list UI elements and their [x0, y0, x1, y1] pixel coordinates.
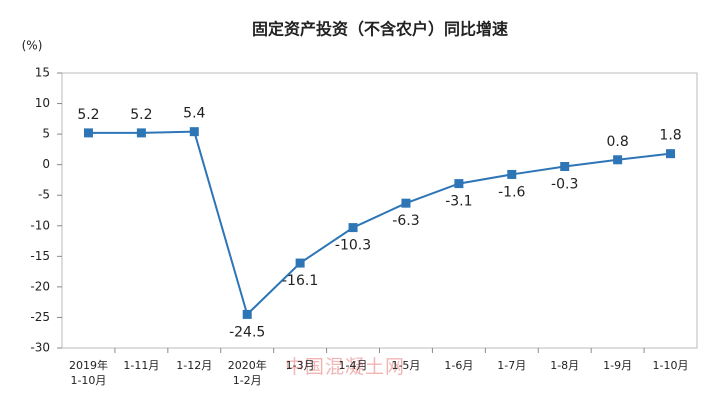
value-label: 5.2	[77, 107, 99, 123]
marker	[295, 258, 305, 268]
marker	[242, 309, 252, 319]
x-tick-label: 1-4月	[338, 359, 368, 372]
x-tick-label: 1-8月	[550, 359, 580, 372]
x-tick-label: 1-3月	[285, 359, 315, 372]
x-tick-label: 1-7月	[497, 359, 527, 372]
y-tick-label: 15	[35, 66, 50, 80]
marker	[83, 128, 93, 138]
y-tick-label: 10	[35, 96, 50, 110]
chart-title: 固定资产投资（不含农户）同比增速	[252, 20, 508, 39]
value-label: -3.1	[445, 194, 472, 210]
y-tick-label: -25	[30, 310, 50, 324]
marker	[507, 169, 517, 179]
y-tick-label: -10	[30, 218, 50, 232]
y-tick-label: 0	[42, 157, 50, 171]
marker	[189, 127, 199, 137]
value-label: -0.3	[551, 177, 578, 193]
plot-frame	[61, 72, 698, 349]
x-tick-label: 1-10月	[652, 359, 689, 372]
y-tick-label: -20	[30, 279, 50, 293]
x-tick-label: 1-5月	[391, 359, 421, 372]
marker	[560, 162, 570, 171]
marker	[401, 198, 411, 208]
x-tick-label: 1-9月	[603, 359, 633, 372]
value-label: -10.3	[335, 238, 371, 254]
x-tick-label: 1-11月	[123, 359, 160, 372]
value-label: 5.2	[130, 107, 152, 123]
marker	[136, 128, 146, 138]
y-unit: (%)	[22, 39, 43, 53]
x-tick-label: 2020年 1-2月	[227, 359, 267, 387]
y-tick-label: 5	[42, 127, 50, 141]
value-label: -16.1	[282, 273, 318, 289]
value-label: -6.3	[392, 213, 419, 229]
value-label: -1.6	[498, 184, 525, 200]
x-tick-label: 1-12月	[176, 359, 213, 372]
value-label: 0.8	[606, 134, 628, 150]
y-tick-label: -15	[30, 249, 50, 263]
x-tick-label: 2019年 1-10月	[68, 359, 108, 387]
marker	[348, 223, 358, 233]
marker	[666, 149, 676, 159]
line	[88, 130, 671, 317]
value-label: 5.4	[183, 106, 205, 122]
y-tick-label: -30	[30, 341, 50, 355]
value-label: 1.8	[659, 128, 681, 144]
value-label: -24.5	[229, 324, 265, 340]
marker	[613, 155, 623, 165]
x-tick-label: 1-6月	[444, 359, 474, 372]
watermark: 中国混凝土网	[285, 356, 406, 378]
y-tick-label: -5	[38, 188, 50, 202]
marker	[454, 179, 464, 189]
